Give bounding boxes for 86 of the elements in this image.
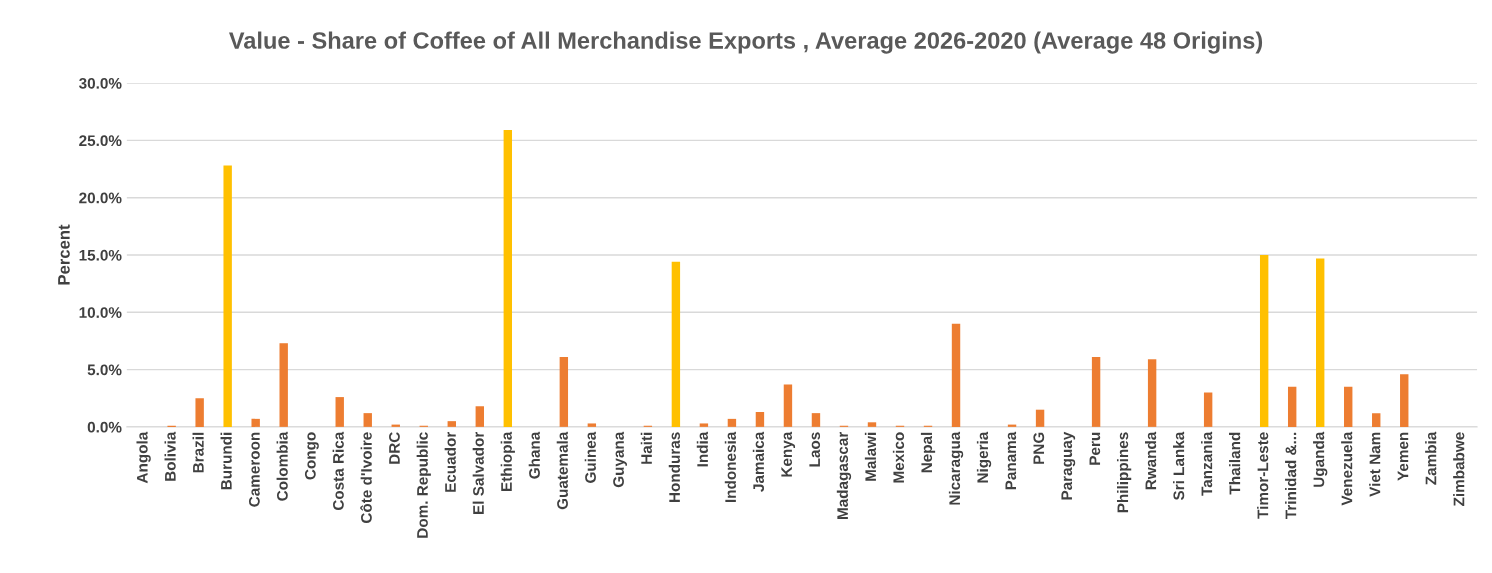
- bar: [811, 413, 821, 427]
- x-tick-label: Ghana: [528, 431, 540, 479]
- x-tick-label: Thailand: [1229, 432, 1241, 495]
- bar: [727, 418, 737, 427]
- bar: [251, 418, 260, 427]
- bar: [1344, 386, 1353, 427]
- x-tick-label: Panama: [1005, 431, 1017, 490]
- y-tick-label: 15.0%: [79, 249, 122, 261]
- bar: [335, 397, 344, 427]
- x-tick-label: Mexico: [892, 432, 905, 483]
- x-tick-label: Guatemala: [556, 431, 568, 510]
- bar: [1091, 356, 1101, 427]
- bar: [1316, 258, 1325, 427]
- x-tick-label: Bolivia: [164, 431, 176, 481]
- y-axis-title: Percent: [58, 224, 70, 285]
- y-tick-label: 5.0%: [87, 364, 122, 376]
- x-tick-label: Tanzania: [1201, 431, 1213, 496]
- x-tick-label: Timor-Leste: [1257, 432, 1269, 519]
- x-tick-label: Burundi: [220, 432, 232, 490]
- bar: [1400, 374, 1409, 427]
- x-tick-label: Haiti: [640, 432, 652, 464]
- bar: [195, 398, 204, 427]
- bar: [279, 343, 288, 427]
- x-tick-label: Nepal: [920, 432, 936, 473]
- bar: [223, 165, 232, 427]
- x-tick-label: Viet Nam: [1369, 432, 1381, 497]
- x-tick-label: Congo: [304, 432, 319, 480]
- bar: [1035, 409, 1045, 427]
- bar: [447, 421, 456, 427]
- x-tick-label: Colombia: [276, 431, 288, 501]
- x-tick-label: Brazil: [192, 432, 204, 473]
- y-tick-label: 20.0%: [79, 192, 122, 204]
- x-tick-label: Cameroon: [248, 432, 260, 507]
- y-tick-label: 0.0%: [87, 421, 122, 433]
- x-tick-label: Sri Lanka: [1173, 431, 1185, 501]
- x-tick-label: Côte d'Ivoire: [360, 432, 372, 524]
- bar: [699, 423, 709, 427]
- bar: [587, 423, 597, 427]
- x-tick-label: Ecuador: [444, 431, 456, 492]
- chart-title: Value - Share of Coffee of All Merchandise Exports , Average 2026-2020 (Average 48 Origins): [228, 31, 1263, 54]
- bar: [1203, 392, 1213, 427]
- x-tick-label: Costa Rica: [332, 431, 344, 511]
- x-tick-label: Angola: [136, 431, 151, 484]
- y-tick-label: 10.0%: [79, 307, 122, 318]
- bar: [755, 411, 765, 427]
- bar: [783, 384, 793, 427]
- bar: [1372, 413, 1381, 427]
- x-tick-label: Philippines: [1116, 432, 1132, 513]
- x-tick-label: Uganda: [1313, 431, 1328, 487]
- x-tick-label: Venezuela: [1341, 431, 1353, 506]
- x-tick-label: Peru: [1089, 432, 1101, 465]
- bar: [1287, 386, 1297, 427]
- bar: [1259, 254, 1269, 427]
- x-tick-label: Guinea: [584, 431, 596, 483]
- x-tick-label: Laos: [809, 432, 821, 467]
- y-tick-label: 30.0%: [78, 77, 122, 89]
- bar: [503, 130, 513, 427]
- x-tick-label: Honduras: [668, 432, 680, 503]
- x-tick-label: Ethiopia: [500, 431, 515, 491]
- bar: [363, 413, 372, 427]
- y-tick-label: 25.0%: [79, 135, 122, 147]
- x-tick-label: Yemen: [1397, 432, 1409, 481]
- x-tick-label: Jamaica: [752, 431, 765, 492]
- x-tick-label: Guyana: [613, 431, 627, 488]
- bar: [1147, 359, 1157, 427]
- x-tick-label: PNG: [1033, 432, 1045, 464]
- x-tick-label: Nigeria: [976, 431, 992, 483]
- x-tick-label: DRC: [389, 432, 400, 464]
- x-tick-label: Kenya: [781, 431, 796, 477]
- x-tick-label: Malawi: [864, 432, 877, 481]
- bar: [671, 261, 681, 427]
- bar: [559, 356, 569, 427]
- x-tick-label: Trinidad &...: [1285, 432, 1297, 519]
- x-tick-label: Nicaragua: [948, 431, 964, 505]
- x-tick-label: El Salvador: [472, 431, 484, 514]
- x-tick-label: Rwanda: [1145, 431, 1157, 490]
- x-tick-label: India: [696, 431, 708, 467]
- x-tick-label: Indonesia: [724, 431, 737, 503]
- bar: [867, 422, 877, 427]
- x-tick-label: Dom. Republic: [416, 432, 431, 538]
- x-tick-label: Zambia: [1425, 431, 1437, 485]
- bar: [951, 323, 961, 427]
- x-tick-label: Madagascar: [836, 431, 852, 520]
- x-tick-label: Paraguay: [1061, 431, 1076, 500]
- bar: [475, 406, 484, 427]
- x-tick-label: Zimbabwe: [1453, 432, 1465, 506]
